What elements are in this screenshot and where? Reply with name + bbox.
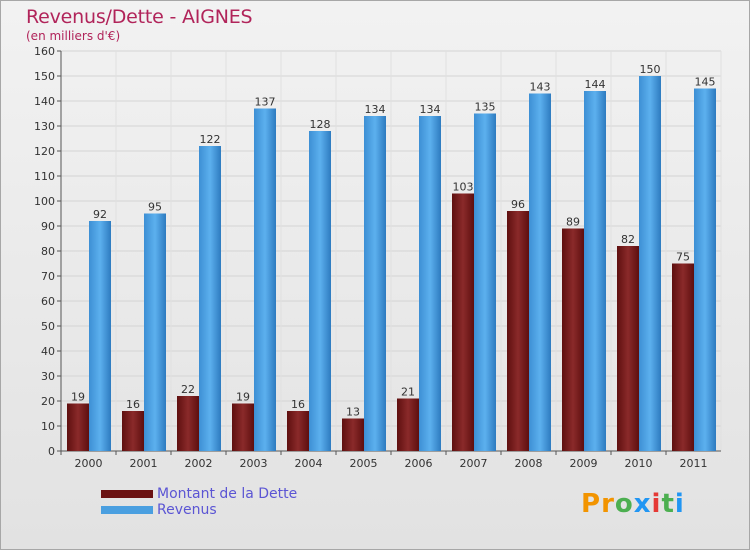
x-tick-label: 2003 — [240, 457, 268, 470]
y-tick-label: 80 — [41, 245, 55, 258]
data-label-revenue: 122 — [200, 133, 221, 146]
bar-revenue — [694, 88, 716, 451]
y-tick-label: 40 — [41, 345, 55, 358]
bar-debt — [177, 396, 199, 451]
x-tick-label: 2009 — [570, 457, 598, 470]
data-labels: 19 16 22 19 16 13 21 103 96 89 82 75 92 95 122 137 128 13… — [71, 63, 716, 419]
brand-letter: i — [651, 489, 662, 519]
brand-letter: i — [674, 489, 685, 519]
brand-letter: P — [581, 489, 602, 519]
bar-debt — [672, 263, 694, 451]
bar-revenue — [584, 91, 606, 451]
x-tick-label: 2007 — [460, 457, 488, 470]
bars — [67, 76, 716, 451]
y-tick-label: 150 — [34, 70, 55, 83]
data-label-revenue: 144 — [585, 78, 606, 91]
legend-label-debt: Montant de la Dette — [157, 486, 298, 502]
y-tick-label: 100 — [34, 195, 55, 208]
data-label-debt: 75 — [676, 251, 690, 264]
data-label-debt: 19 — [71, 391, 85, 404]
y-tick-label: 110 — [34, 170, 55, 183]
chart-title: Revenus/Dette - AIGNES — [26, 6, 253, 28]
legend-swatch-debt — [101, 490, 153, 498]
bar-revenue — [89, 221, 111, 451]
bar-debt — [342, 418, 364, 451]
data-label-debt: 16 — [291, 398, 305, 411]
data-label-debt: 19 — [236, 391, 250, 404]
data-label-revenue: 92 — [93, 208, 107, 221]
y-tick-label: 10 — [41, 420, 55, 433]
data-label-revenue: 137 — [255, 96, 276, 109]
brand-letter: x — [633, 489, 652, 519]
brand-logo: Proxiti — [581, 489, 685, 519]
data-label-debt: 89 — [566, 216, 580, 229]
data-label-debt: 22 — [181, 383, 195, 396]
bar-revenue — [309, 131, 331, 451]
brand-letter: t — [661, 489, 675, 519]
data-label-debt: 103 — [453, 181, 474, 194]
bar-debt — [232, 403, 254, 451]
data-label-revenue: 128 — [310, 118, 331, 131]
x-tick-label: 2005 — [350, 457, 378, 470]
bar-revenue — [144, 213, 166, 451]
y-tick-label: 130 — [34, 120, 55, 133]
x-tick-label: 2004 — [295, 457, 323, 470]
x-tick-label: 2006 — [405, 457, 433, 470]
bar-debt — [507, 211, 529, 451]
bar-debt — [452, 193, 474, 451]
x-tick-label: 2000 — [75, 457, 103, 470]
data-label-revenue: 150 — [640, 63, 661, 76]
y-tick-label: 90 — [41, 220, 55, 233]
bar-revenue — [364, 116, 386, 451]
y-tick-label: 60 — [41, 295, 55, 308]
data-label-debt: 13 — [346, 406, 360, 419]
data-label-revenue: 134 — [365, 103, 386, 116]
data-label-debt: 82 — [621, 233, 635, 246]
data-label-debt: 21 — [401, 386, 415, 399]
bar-revenue — [529, 93, 551, 451]
data-label-revenue: 135 — [475, 101, 496, 114]
y-tick-label: 70 — [41, 270, 55, 283]
data-label-revenue: 143 — [530, 81, 551, 94]
legend-swatch-revenue — [101, 506, 153, 514]
data-label-revenue: 134 — [420, 103, 441, 116]
bar-revenue — [199, 146, 221, 451]
bar-debt — [397, 398, 419, 451]
y-tick-label: 140 — [34, 95, 55, 108]
data-label-revenue: 95 — [148, 201, 162, 214]
x-tick-label: 2008 — [515, 457, 543, 470]
y-tick-label: 30 — [41, 370, 55, 383]
data-label-revenue: 145 — [695, 76, 716, 89]
grid-lines — [60, 50, 722, 452]
brand-letter: r — [601, 489, 615, 519]
x-tick-label: 2011 — [680, 457, 708, 470]
chart-subtitle: (en milliers d'€) — [26, 29, 121, 43]
x-tick-label: 2010 — [625, 457, 653, 470]
bar-debt — [617, 246, 639, 451]
x-tick-label: 2002 — [185, 457, 213, 470]
data-label-debt: 96 — [511, 198, 525, 211]
bar-revenue — [474, 113, 496, 451]
bar-debt — [287, 411, 309, 451]
x-tick-label: 2001 — [130, 457, 158, 470]
bar-revenue — [639, 76, 661, 451]
bar-revenue — [254, 108, 276, 451]
y-tick-label: 120 — [34, 145, 55, 158]
bar-revenue — [419, 116, 441, 451]
axes: 0 10 20 30 40 50 60 70 80 90 100 110 120 130 140 150 160… — [34, 45, 721, 470]
y-tick-label: 50 — [41, 320, 55, 333]
bar-debt — [562, 228, 584, 451]
data-label-debt: 16 — [126, 398, 140, 411]
y-tick-label: 0 — [48, 445, 55, 458]
bar-debt — [122, 411, 144, 451]
y-tick-label: 160 — [34, 45, 55, 58]
legend-label-revenue: Revenus — [157, 502, 217, 518]
y-tick-label: 20 — [41, 395, 55, 408]
brand-letter: o — [614, 489, 634, 519]
bar-debt — [67, 403, 89, 451]
